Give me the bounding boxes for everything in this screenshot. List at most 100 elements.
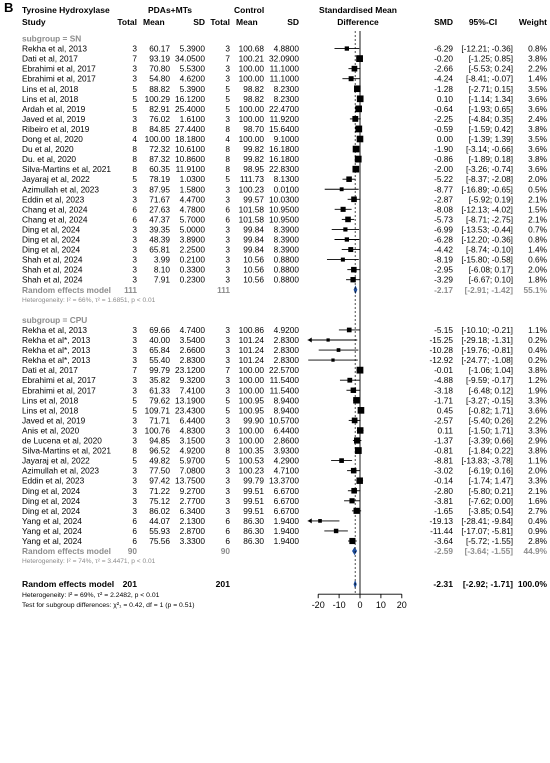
cell-weight: 2.4%	[528, 114, 548, 124]
cell-t-mean: 72.32	[149, 144, 170, 154]
study-name: Rekha et al*, 2013	[22, 355, 91, 365]
cell-t-sd: 0.3300	[180, 265, 206, 275]
cell-c-mean: 100.35	[239, 446, 265, 456]
cell-c-sd: 13.3700	[269, 476, 299, 486]
cell-ci: [-1.39; 1.39]	[469, 134, 513, 144]
cell-t-sd: 2.6600	[180, 345, 206, 355]
cell-c-total: 6	[225, 536, 230, 546]
study-name: Yang et al, 2024	[22, 536, 82, 546]
cell-weight: 1.6%	[528, 496, 548, 506]
study-box	[318, 519, 322, 523]
cell-smd: -2.95	[434, 265, 453, 275]
cell-weight: 2.7%	[528, 506, 548, 516]
cell-smd: 0.11	[437, 425, 453, 435]
cell-t-sd: 4.6200	[180, 74, 206, 84]
cell-ci: [-1.74; 1.47]	[469, 476, 513, 486]
cell-c-sd: 11.9200	[270, 114, 300, 124]
cell-smd: -8.77	[434, 184, 453, 194]
study-box	[352, 145, 360, 153]
study-box	[354, 447, 362, 454]
cell-smd: -10.28	[429, 345, 453, 355]
cell-c-total: 3	[225, 184, 230, 194]
cell-weight: 0.2%	[528, 335, 548, 345]
cell-ci: [-0.82; 1.71]	[469, 405, 513, 415]
study-name: Rekha et al, 2013	[22, 325, 87, 335]
cell-ci: [-2.71; 0.15]	[469, 84, 513, 94]
cell-t-mean: 93.19	[149, 54, 170, 64]
cell-ci: [-6.08; 0.17]	[469, 265, 513, 275]
cell-ci: [-7.62; 0.00]	[469, 496, 513, 506]
header-c-sd: SD	[287, 17, 299, 27]
study-name: Du et al, 2020	[22, 144, 74, 154]
subgroup-pooled-t-total: 111	[124, 285, 137, 295]
cell-smd: -6.28	[434, 235, 453, 245]
study-box	[331, 358, 335, 362]
cell-t-mean: 71.67	[149, 194, 170, 204]
cell-ci: [-3.85; 0.54]	[469, 506, 513, 516]
x-tick-label: 0	[357, 600, 362, 610]
cell-c-sd: 16.1800	[269, 144, 299, 154]
study-box	[326, 338, 330, 342]
overall-heterogeneity: Heterogeneity: I² = 69%, τ² = 2.2482, p …	[22, 592, 160, 599]
study-name: Silva-Martins et al, 2021	[22, 164, 111, 174]
cell-smd: 0.10	[437, 94, 454, 104]
cell-t-mean: 76.02	[149, 114, 170, 124]
cell-t-sd: 10.8600	[175, 154, 205, 164]
cell-t-mean: 49.82	[149, 456, 170, 466]
study-name: Javed et al, 2019	[22, 415, 86, 425]
cell-c-mean: 100.68	[239, 44, 265, 54]
study-box	[347, 377, 353, 383]
study-name: Dati et al, 2017	[22, 54, 78, 64]
cell-ci: [-29.18; -1.31]	[461, 335, 513, 345]
cell-t-mean: 40.00	[149, 335, 170, 345]
cell-weight: 3.6%	[528, 94, 548, 104]
cell-weight: 3.8%	[528, 124, 548, 134]
study-box	[346, 176, 352, 182]
cell-weight: 2.1%	[528, 486, 548, 496]
cell-ci: [-3.39; 0.66]	[469, 436, 513, 446]
cell-ci: [-4.84; 0.35]	[469, 114, 513, 124]
cell-ci: [-3.27; -0.15]	[466, 395, 513, 405]
study-box	[354, 155, 362, 163]
subgroup-pooled-weight: 44.9%	[523, 546, 547, 556]
cell-c-sd: 1.9400	[274, 526, 300, 536]
cell-t-sd: 3.5400	[180, 335, 206, 345]
cell-c-total: 3	[225, 275, 230, 285]
cell-smd: -2.80	[434, 486, 453, 496]
cell-smd: -5.15	[434, 325, 453, 335]
cell-c-mean: 100.00	[239, 385, 265, 395]
cell-smd: -12.92	[429, 355, 453, 365]
cell-c-total: 3	[225, 355, 230, 365]
cell-t-sd: 16.1200	[175, 94, 205, 104]
cell-t-mean: 60.35	[149, 164, 170, 174]
cell-t-total: 7	[132, 365, 137, 375]
cell-t-total: 3	[132, 325, 137, 335]
cell-weight: 0.8%	[528, 235, 548, 245]
header-smd-bottom: Difference	[337, 17, 379, 27]
study-box	[352, 115, 359, 122]
cell-c-sd: 0.8800	[274, 265, 300, 275]
cell-weight: 2.0%	[528, 466, 548, 476]
subgroup-pooled-ci: [-2.91; -1.42]	[465, 285, 514, 295]
cell-t-mean: 55.40	[149, 355, 170, 365]
header-ci: 95%-CI	[469, 17, 497, 27]
cell-weight: 0.9%	[528, 526, 548, 536]
cell-c-sd: 15.6400	[269, 124, 299, 134]
subgroup-diamond	[352, 546, 358, 556]
cell-smd: -4.88	[434, 375, 453, 385]
cell-c-sd: 3.9300	[274, 446, 300, 456]
cell-t-total: 3	[132, 355, 137, 365]
cell-c-mean: 98.82	[243, 94, 264, 104]
cell-t-sd: 11.9100	[176, 164, 206, 174]
study-name: Azimullah et al, 2023	[22, 466, 99, 476]
subgroup-pooled-ci: [-3.64; -1.55]	[465, 546, 514, 556]
cell-c-sd: 11.5400	[270, 385, 300, 395]
study-name: Jayaraj et al, 2022	[22, 456, 90, 466]
cell-t-mean: 88.82	[149, 84, 170, 94]
header-weight: Weight	[519, 17, 547, 27]
cell-ci: [-8.71; -2.75]	[466, 214, 513, 224]
study-box	[349, 498, 355, 504]
cell-smd: -6.29	[434, 44, 453, 54]
